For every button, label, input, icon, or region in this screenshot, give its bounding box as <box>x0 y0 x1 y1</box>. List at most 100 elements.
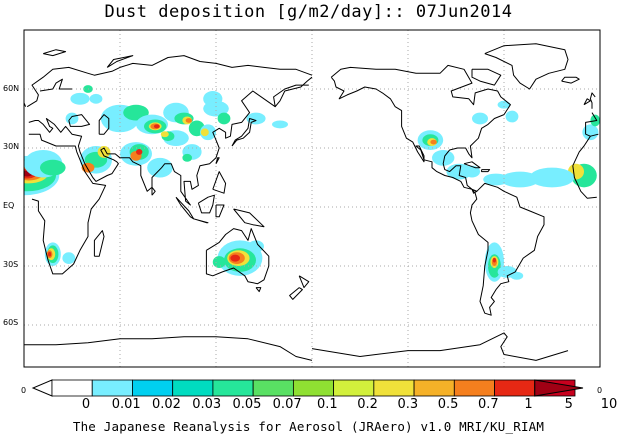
map-frame <box>23 29 601 368</box>
colorbar-tick-label: 0.1 <box>317 397 338 412</box>
colorbar-swatch <box>373 379 415 397</box>
dust-contour <box>230 254 240 262</box>
dust-contour <box>472 112 488 125</box>
coastline <box>28 133 107 275</box>
dust-contour <box>48 251 52 257</box>
coastline <box>231 118 257 147</box>
lon-label-right: 0 <box>597 386 603 395</box>
dust-contour <box>497 100 511 109</box>
coastline <box>273 76 313 108</box>
coastline <box>589 92 596 109</box>
dust-contour <box>147 157 173 178</box>
dust-contour <box>123 104 149 121</box>
colorbar-swatch <box>333 379 375 397</box>
coastline <box>330 64 511 194</box>
colorbar-arrow-low <box>31 379 53 397</box>
colorbar-tick-label: 0.2 <box>357 397 378 412</box>
coastline <box>583 98 591 106</box>
dust-contour <box>182 153 192 162</box>
dust-contour <box>500 171 540 188</box>
dust-contour <box>65 112 79 125</box>
coastline <box>215 157 220 164</box>
dust-contour <box>483 173 509 186</box>
dust-contour <box>529 167 575 188</box>
colorbar-tick-label: 0.3 <box>397 397 419 412</box>
coastline <box>68 114 91 127</box>
coastline <box>197 194 215 214</box>
colorbar-tick-label: 0.7 <box>477 397 499 412</box>
dust-contour <box>492 257 496 263</box>
dust-contour <box>160 131 169 138</box>
coastline <box>212 171 227 194</box>
dust-contour <box>248 240 264 253</box>
coastline <box>469 182 545 316</box>
dust-contour <box>200 128 209 137</box>
colorbar-tick-label: 0.5 <box>437 397 459 412</box>
dust-deposition-field <box>24 85 600 282</box>
coastline <box>561 76 580 84</box>
colorbar-swatch <box>51 379 93 397</box>
dust-contour <box>40 159 66 176</box>
lon-label-left: 0 <box>21 386 27 395</box>
dust-contour <box>505 110 519 123</box>
colorbar-swatch <box>91 379 133 397</box>
coastline <box>298 275 310 289</box>
colorbar-swatch <box>413 379 455 397</box>
coastline <box>193 218 209 224</box>
coastline <box>106 55 134 68</box>
colorbar-tick-label: 0 <box>81 397 91 412</box>
coastline <box>39 78 72 92</box>
dust-contour <box>81 162 95 173</box>
footer-credit: The Japanese Reanalysis for Aerosol (JRA… <box>72 419 545 434</box>
coastline <box>28 90 276 206</box>
colorbar-tick-label: 0.01 <box>111 397 141 412</box>
colorbar-tick-label: 0.05 <box>232 397 262 412</box>
lat-label-eq: EQ <box>3 201 15 210</box>
colorbar <box>31 379 584 397</box>
coastline <box>289 287 303 300</box>
dust-contour <box>153 124 160 129</box>
coastline <box>255 287 262 293</box>
coastlines <box>24 43 599 361</box>
colorbar-tick-label: 10 <box>600 397 617 412</box>
colorbar-swatch <box>212 379 254 397</box>
dust-contour <box>446 163 473 180</box>
coastline <box>215 204 225 218</box>
dust-contour <box>272 120 288 129</box>
dust-contour <box>430 139 437 145</box>
coastline <box>151 186 156 196</box>
coastline <box>26 55 313 108</box>
colorbar-tick-label: 1 <box>524 397 533 412</box>
colorbar-swatch <box>172 379 214 397</box>
colorbar-tick-label: 0.02 <box>151 397 181 412</box>
dust-contour <box>510 271 524 280</box>
lat-label-60n: 60N <box>3 84 20 93</box>
lat-label-60s: 60S <box>3 318 19 327</box>
coastline <box>585 133 599 137</box>
coastline <box>481 169 491 173</box>
dust-contour <box>246 112 266 125</box>
coastline <box>43 49 67 57</box>
coastline <box>471 68 502 86</box>
colorbar-tick-label: 5 <box>564 397 573 412</box>
lat-label-30n: 30N <box>3 142 20 151</box>
colorbar-swatch <box>494 379 536 397</box>
lat-lon-gridlines <box>24 30 600 367</box>
colorbar-swatch <box>292 379 335 397</box>
colorbar-arrow-high <box>534 379 584 397</box>
coastline <box>585 112 598 135</box>
dust-contour <box>185 118 192 123</box>
coastline <box>205 228 270 285</box>
dust-contour <box>70 92 90 105</box>
dust-contour <box>89 93 103 104</box>
colorbar-swatch <box>132 379 174 397</box>
dust-contour <box>97 146 111 158</box>
colorbar-swatch <box>453 379 495 397</box>
dust-contour <box>62 252 76 265</box>
coastline <box>484 43 569 90</box>
coastline <box>311 332 569 361</box>
colorbar-tick-label: 0.03 <box>192 397 222 412</box>
coastline <box>572 165 597 199</box>
colorbar-tick-label: 0.07 <box>272 397 302 412</box>
